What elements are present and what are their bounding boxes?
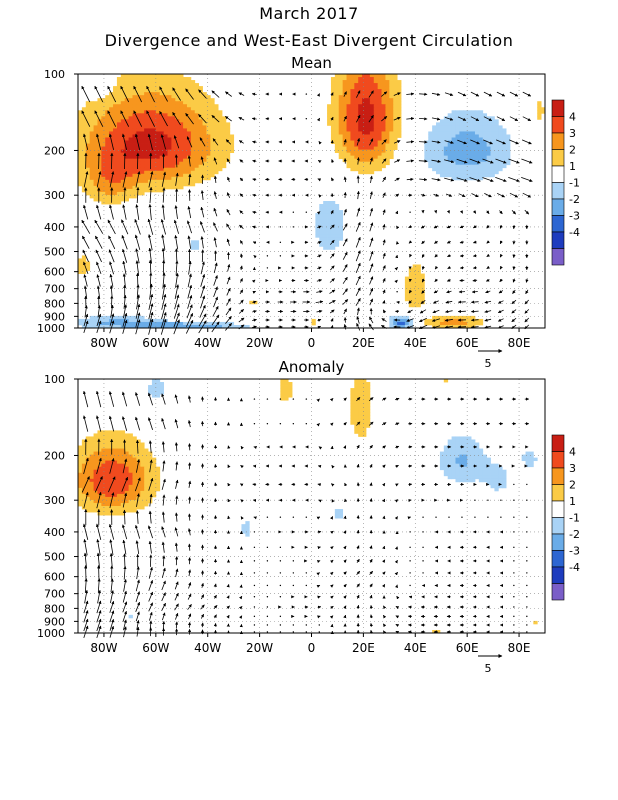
x-tick-label: 80W bbox=[90, 641, 117, 655]
figure-subtitle: Divergence and West-East Divergent Circu… bbox=[104, 31, 514, 50]
y-tick-label: 300 bbox=[44, 494, 65, 507]
colorbar-swatch bbox=[551, 132, 565, 150]
x-tick-label: 60W bbox=[142, 641, 169, 655]
y-tick-label: 1000 bbox=[37, 322, 65, 335]
shading bbox=[78, 379, 538, 633]
colorbar-swatch bbox=[551, 533, 565, 551]
y-tick-label: 200 bbox=[44, 144, 65, 157]
panel-mean: Mean 80W 60W 40W 20W 0 20E 40E 60E 80E 100 200 300 40… bbox=[37, 54, 580, 370]
y-tick-label: 900 bbox=[44, 615, 65, 628]
colorbar-label: -2 bbox=[569, 193, 580, 206]
colorbar-swatch bbox=[551, 116, 565, 134]
x-tick-label: 40W bbox=[194, 641, 221, 655]
y-tick-label: 100 bbox=[44, 68, 65, 81]
colorbar-swatch bbox=[551, 99, 565, 117]
colorbar-label: -3 bbox=[569, 210, 580, 223]
panel-title: Anomaly bbox=[279, 358, 345, 376]
colorbar-label: 4 bbox=[569, 111, 576, 124]
y-tick-label: 1000 bbox=[37, 627, 65, 640]
x-tick-label: 60W bbox=[142, 336, 169, 350]
colorbar-label: -1 bbox=[569, 512, 580, 525]
y-tick-label: 700 bbox=[44, 588, 65, 601]
colorbar-swatch bbox=[551, 550, 565, 568]
y-tick-label: 900 bbox=[44, 310, 65, 323]
colorbar-swatch bbox=[551, 248, 565, 266]
colorbar-label: -4 bbox=[569, 226, 580, 239]
figure-title: March 2017 bbox=[259, 4, 359, 23]
x-tick-label: 20E bbox=[352, 641, 375, 655]
x-tick-label: 80E bbox=[508, 336, 531, 350]
colorbar-label: 1 bbox=[569, 495, 576, 508]
colorbar-label: -4 bbox=[569, 561, 580, 574]
colorbar-swatch bbox=[551, 215, 565, 233]
x-tick-label: 0 bbox=[308, 336, 316, 350]
x-tick-label: 60E bbox=[456, 641, 479, 655]
x-tick-label: 40W bbox=[194, 336, 221, 350]
colorbar-swatch bbox=[551, 467, 565, 485]
y-tick-label: 100 bbox=[44, 373, 65, 386]
colorbar-swatch bbox=[551, 198, 565, 216]
y-tick-label: 600 bbox=[44, 266, 65, 279]
colorbar: 4 3 2 1 -1 -2 -3 -4 bbox=[551, 434, 580, 601]
y-tick-label: 400 bbox=[44, 526, 65, 539]
y-tick-label: 800 bbox=[44, 602, 65, 615]
colorbar-swatch bbox=[551, 566, 565, 584]
colorbar-label: 3 bbox=[569, 462, 576, 475]
colorbar-swatch bbox=[551, 231, 565, 249]
colorbar-swatch bbox=[551, 149, 565, 167]
x-tick-label: 20E bbox=[352, 336, 375, 350]
colorbar-label: 2 bbox=[569, 144, 576, 157]
x-tick-label: 80E bbox=[508, 641, 531, 655]
wind-vectors bbox=[81, 390, 530, 639]
reference-vector-label: 5 bbox=[485, 357, 492, 370]
panel-anomaly: Anomaly 80W 60W 40W 20W 0 20E 40E 60E 80E 100 200 30… bbox=[37, 358, 580, 675]
y-tick-label: 200 bbox=[44, 449, 65, 462]
y-tick-label: 400 bbox=[44, 221, 65, 234]
colorbar-swatch bbox=[551, 182, 565, 200]
colorbar-swatch bbox=[551, 484, 565, 502]
x-tick-label: 20W bbox=[246, 641, 273, 655]
wind-vectors bbox=[81, 85, 533, 335]
shading bbox=[78, 74, 545, 328]
reference-vector-label: 5 bbox=[485, 662, 492, 675]
y-tick-label: 500 bbox=[44, 551, 65, 564]
y-tick-label: 700 bbox=[44, 283, 65, 296]
colorbar-label: -1 bbox=[569, 177, 580, 190]
panel-title: Mean bbox=[291, 54, 332, 72]
colorbar-label: -3 bbox=[569, 545, 580, 558]
colorbar-label: 2 bbox=[569, 479, 576, 492]
x-tick-label: 40E bbox=[404, 641, 427, 655]
y-tick-label: 500 bbox=[44, 246, 65, 259]
x-tick-label: 20W bbox=[246, 336, 273, 350]
x-tick-label: 80W bbox=[90, 336, 117, 350]
colorbar-swatch bbox=[551, 165, 565, 183]
x-tick-label: 40E bbox=[404, 336, 427, 350]
colorbar-swatch bbox=[551, 517, 565, 535]
colorbar-swatch bbox=[551, 451, 565, 469]
x-tick-label: 0 bbox=[308, 641, 316, 655]
colorbar-label: -2 bbox=[569, 528, 580, 541]
y-tick-label: 800 bbox=[44, 297, 65, 310]
colorbar-swatch bbox=[551, 434, 565, 452]
x-tick-label: 60E bbox=[456, 336, 479, 350]
colorbar-label: 4 bbox=[569, 446, 576, 459]
y-tick-label: 300 bbox=[44, 189, 65, 202]
colorbar-swatch bbox=[551, 583, 565, 601]
colorbar-swatch bbox=[551, 500, 565, 518]
colorbar: 4 3 2 1 -1 -2 -3 -4 bbox=[551, 99, 580, 266]
colorbar-label: 3 bbox=[569, 127, 576, 140]
y-tick-label: 600 bbox=[44, 571, 65, 584]
colorbar-label: 1 bbox=[569, 160, 576, 173]
